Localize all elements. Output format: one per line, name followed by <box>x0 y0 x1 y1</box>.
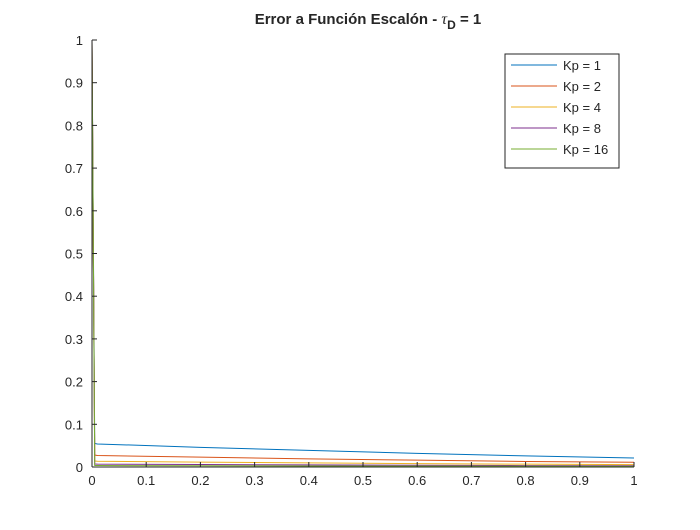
y-tick-label: 0 <box>76 460 83 475</box>
y-axis-ticks: 0 0.1 0.2 0.3 0.4 0.5 0.6 0.7 0.8 0.9 1 <box>65 33 97 475</box>
x-axis-ticks: 0 0.1 0.2 0.3 0.4 0.5 0.6 0.7 0.8 0.9 1 <box>88 462 638 488</box>
x-tick-label: 0.3 <box>246 473 264 488</box>
x-tick-label: 0.8 <box>517 473 535 488</box>
chart-title: Error a Función Escalón - τD = 1 <box>255 11 482 32</box>
legend-label: Kp = 1 <box>563 58 601 73</box>
y-tick-label: 0.3 <box>65 332 83 347</box>
legend-label: Kp = 4 <box>563 100 601 115</box>
y-tick-label: 1 <box>76 33 83 48</box>
y-tick-label: 0.2 <box>65 375 83 390</box>
legend-label: Kp = 16 <box>563 142 608 157</box>
legend: Kp = 1 Kp = 2 Kp = 4 Kp = 8 Kp = 16 <box>504 53 620 169</box>
chart-title-tau: τ <box>441 11 448 28</box>
chart-title-main: Error a Función Escalón - <box>255 11 442 28</box>
x-tick-label: 0.5 <box>354 473 372 488</box>
legend-label: Kp = 8 <box>563 121 601 136</box>
y-tick-label: 0.7 <box>65 161 83 176</box>
x-tick-label: 0.4 <box>300 473 318 488</box>
y-tick-label: 0.9 <box>65 76 83 91</box>
x-tick-label: 0.1 <box>137 473 155 488</box>
chart-title-subscript: D <box>447 18 456 32</box>
legend-label: Kp = 2 <box>563 79 601 94</box>
y-tick-label: 0.6 <box>65 204 83 219</box>
y-tick-label: 0.4 <box>65 289 83 304</box>
x-tick-label: 0 <box>88 473 95 488</box>
x-tick-label: 0.9 <box>571 473 589 488</box>
x-tick-label: 0.6 <box>408 473 426 488</box>
x-tick-label: 1 <box>630 473 637 488</box>
y-tick-label: 0.8 <box>65 118 83 133</box>
x-tick-label: 0.7 <box>462 473 480 488</box>
y-tick-label: 0.1 <box>65 417 83 432</box>
series-line-1 <box>91 39 635 459</box>
y-tick-label: 0.5 <box>65 247 83 262</box>
chart-title-tail: = 1 <box>456 11 481 28</box>
x-tick-label: 0.2 <box>191 473 209 488</box>
